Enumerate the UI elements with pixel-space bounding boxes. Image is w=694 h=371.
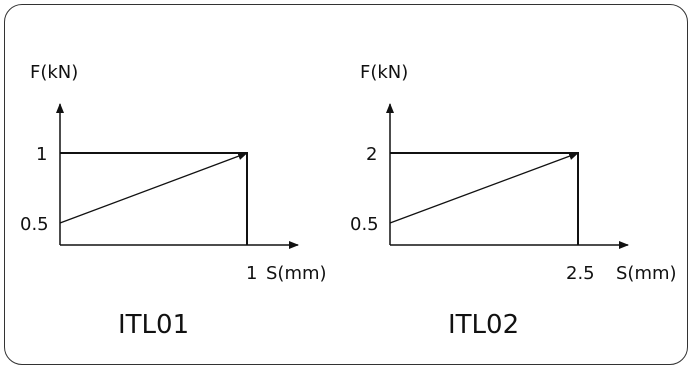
x-axis-label-2: S(mm) (616, 263, 677, 284)
force-ramp-line-1 (59, 152, 248, 224)
y-tick-bottom-2: 0.5 (350, 214, 379, 235)
y-tick-bottom-1: 0.5 (20, 214, 49, 235)
y-tick-top-2: 2 (366, 144, 377, 165)
force-ramp-line-2 (389, 152, 579, 224)
x-tick-2: 2.5 (566, 263, 595, 284)
chart-itl02: F(kN) 2 0.5 2.5 S(mm) ITL02 (350, 62, 677, 340)
chart-itl01: F(kN) 1 0.5 1 S(mm) ITL01 (20, 62, 327, 340)
x-tick-1: 1 (246, 263, 257, 284)
y-tick-top-1: 1 (36, 144, 47, 165)
y-axis-label-1: F(kN) (30, 62, 78, 83)
force-box-2 (390, 152, 579, 245)
chart-name-2: ITL02 (448, 310, 519, 340)
figure-frame (4, 4, 688, 365)
x-axis-label-1: S(mm) (266, 263, 327, 284)
y-axis-label-2: F(kN) (360, 62, 408, 83)
force-box-1 (60, 152, 248, 245)
chart-name-1: ITL01 (118, 310, 189, 340)
